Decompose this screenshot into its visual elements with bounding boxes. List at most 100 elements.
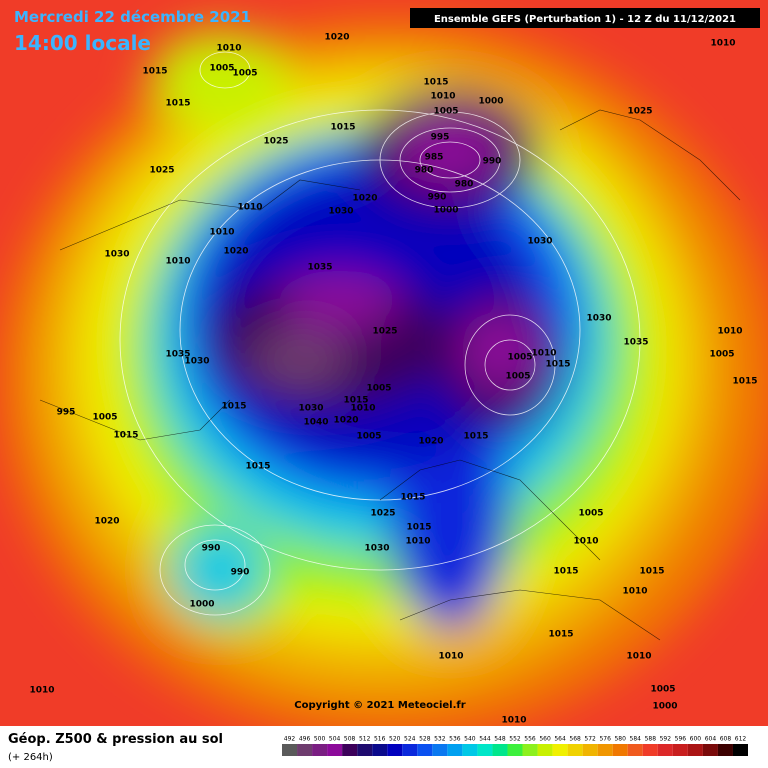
colorbar-swatch	[597, 744, 613, 756]
isobar-label: 1020	[418, 437, 443, 447]
isobar-label: 1035	[307, 263, 332, 273]
isobar-label: 1015	[400, 493, 425, 503]
colorbar-label: 512	[359, 736, 371, 743]
isobar-label: 1010	[209, 228, 234, 238]
isobar-label: 990	[428, 193, 447, 203]
isobar-label: 1025	[372, 327, 397, 337]
isobar-label: 1035	[623, 338, 648, 348]
colorbar-label: 604	[705, 736, 717, 743]
colorbar-swatch	[282, 744, 298, 756]
colorbar-swatch	[342, 744, 358, 756]
colorbar-label: 560	[539, 736, 551, 743]
colorbar-swatch	[372, 744, 388, 756]
colorbar-swatch	[732, 744, 748, 756]
isobar-label: 1015	[732, 377, 757, 387]
isobar-label: 1005	[578, 509, 603, 519]
isobar-label: 1005	[507, 353, 532, 363]
colorbar-swatch	[327, 744, 343, 756]
isobar-label: 1010	[430, 92, 455, 102]
isobar-label: 1010	[438, 652, 463, 662]
isobar-label: 1015	[463, 432, 488, 442]
colorbar-swatch	[552, 744, 568, 756]
isobar-label: 1015	[639, 567, 664, 577]
isobar-label: 995	[57, 408, 76, 418]
colorbar-label: 596	[675, 736, 687, 743]
isobar-label: 1035	[165, 350, 190, 360]
isobar-label: 1005	[366, 384, 391, 394]
colorbar-label: 556	[524, 736, 536, 743]
colorbar-label: 548	[494, 736, 506, 743]
isobar-label: 1000	[433, 206, 458, 216]
colorbar-swatch	[477, 744, 493, 756]
isobar-label: 1030	[527, 237, 552, 247]
isobar-label: 1015	[142, 67, 167, 77]
isobar-label: 1015	[245, 462, 270, 472]
isobar-label: 1030	[104, 250, 129, 260]
colorbar-swatch	[402, 744, 418, 756]
colorbar-label: 520	[389, 736, 401, 743]
footer-lead: (+ 264h)	[8, 752, 53, 763]
isobar-label: 1005	[433, 107, 458, 117]
isobar-label: 1015	[423, 78, 448, 88]
colorbar-label: 492	[284, 736, 296, 743]
colorbar-label: 540	[464, 736, 476, 743]
isobar-label: 1015	[165, 99, 190, 109]
isobar-label: 1005	[209, 64, 234, 74]
isobar-label: 1015	[330, 123, 355, 133]
isobar-label: 1010	[710, 39, 735, 49]
isobar-label: 1015	[343, 396, 368, 406]
isobar-label: 1010	[531, 349, 556, 359]
colorbar-label: 576	[599, 736, 611, 743]
isobar-label: 985	[425, 153, 444, 163]
isobar-label: 995	[431, 133, 450, 143]
isobar-label: 1025	[370, 509, 395, 519]
colorbar-label: 504	[329, 736, 341, 743]
isobar-label: 1000	[478, 97, 503, 107]
isobar-label: 1010	[29, 686, 54, 696]
isobar-labels: 1020101010051005101510151025102510151015…	[29, 33, 757, 726]
isobar-label: 1010	[165, 257, 190, 267]
colorbar-swatch	[657, 744, 673, 756]
isobar-label: 980	[415, 166, 434, 176]
colorbar-label: 580	[614, 736, 626, 743]
isobar-label: 1005	[92, 413, 117, 423]
isobar-label: 990	[231, 568, 250, 578]
isobar-label: 1010	[350, 404, 375, 414]
colorbar-swatch	[387, 744, 403, 756]
colorbar-label: 584	[630, 736, 642, 743]
colorbar-label: 544	[479, 736, 491, 743]
isobar-label: 1010	[626, 652, 651, 662]
colorbar-swatch	[687, 744, 703, 756]
colorbar-label: 532	[434, 736, 446, 743]
isobar-label: 990	[483, 157, 502, 167]
colorbar-swatch	[642, 744, 658, 756]
colorbar-label: 568	[569, 736, 581, 743]
isobar-label: 1010	[405, 537, 430, 547]
isobar-label: 1010	[216, 44, 241, 54]
isobar-label: 1015	[553, 567, 578, 577]
colorbar-label: 508	[344, 736, 356, 743]
isobar-label: 1000	[652, 702, 677, 712]
colorbar-label: 524	[404, 736, 416, 743]
colorbar-swatch	[627, 744, 643, 756]
colorbar-swatch	[537, 744, 553, 756]
colorbar-label: 588	[645, 736, 657, 743]
isobar-label: 1030	[364, 544, 389, 554]
map-date: Mercredi 22 décembre 2021	[14, 8, 251, 26]
isobar-label: 1015	[548, 630, 573, 640]
colorbar-swatch	[507, 744, 523, 756]
colorbar-swatch	[432, 744, 448, 756]
colorbar-swatch	[717, 744, 733, 756]
colorbar: 492 496 500 504 508 512 516 520 524 528 532 536 540 5…	[282, 736, 748, 756]
colorbar-swatch	[567, 744, 583, 756]
colorbar-label: 572	[584, 736, 596, 743]
colorbar-swatch	[357, 744, 373, 756]
colorbar-label: 600	[690, 736, 702, 743]
colorbar-swatch	[297, 744, 313, 756]
model-info: Ensemble GEFS (Perturbation 1) - 12 Z du…	[434, 14, 736, 25]
isobar-label: 1020	[333, 416, 358, 426]
colorbar-swatch	[582, 744, 598, 756]
colorbar-swatch	[492, 744, 508, 756]
isobar-label: 1005	[709, 350, 734, 360]
colorbar-label: 608	[720, 736, 732, 743]
